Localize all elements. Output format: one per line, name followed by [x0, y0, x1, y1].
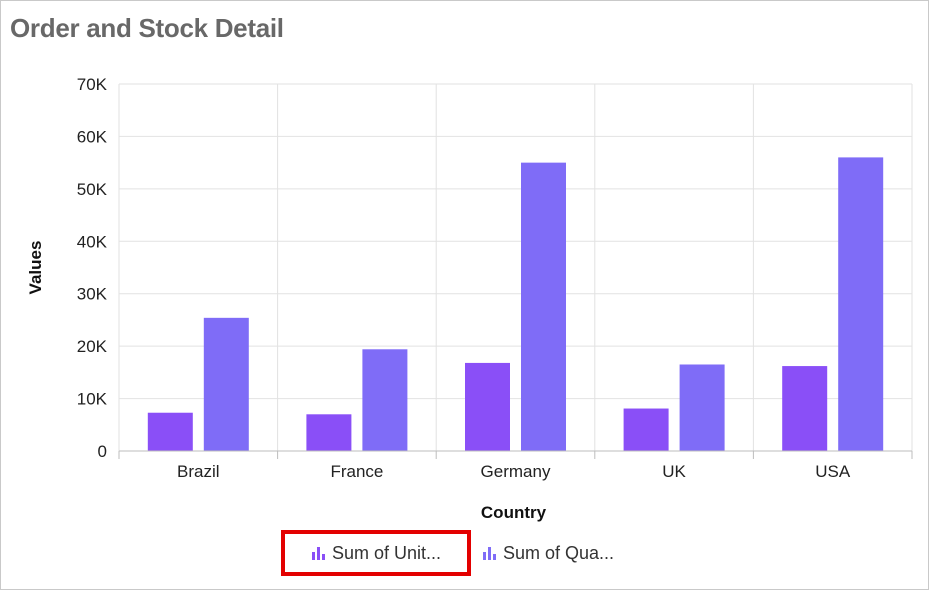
bar-usa-series-1[interactable] [782, 366, 828, 451]
y-tick-label: 30K [77, 285, 108, 304]
legend-label-unit: Sum of Unit... [332, 542, 442, 563]
y-tick-label: 40K [77, 232, 108, 251]
y-axis-title: Values [26, 241, 45, 295]
bar-germany-series-2[interactable] [521, 162, 566, 451]
legend-item-unit[interactable]: Sum of Unit... [281, 530, 471, 576]
axes [118, 450, 913, 459]
bar-brazil-series-2[interactable] [203, 317, 249, 451]
y-tick-label: 10K [77, 390, 108, 409]
y-tick-label: 50K [77, 180, 108, 199]
bar-uk-series-1[interactable] [623, 408, 669, 451]
legend-label-quantity: Sum of Qua... [503, 542, 615, 563]
x-tick-label: USA [815, 462, 851, 481]
axis-labels: 0 10K 20K 30K 40K 50K 60K 70K Brazil France German… [26, 75, 851, 522]
legend: Sum of Unit... Sum of Qua... [281, 526, 614, 580]
bar-france-series-2[interactable] [362, 349, 408, 451]
y-tick-label: 0 [98, 442, 107, 461]
legend-item-quantity[interactable]: Sum of Qua... [481, 543, 614, 564]
x-tick-label: Germany [481, 462, 551, 481]
y-tick-label: 60K [77, 127, 108, 146]
x-axis-title: Country [481, 503, 547, 522]
bar-brazil-series-1[interactable] [147, 412, 193, 451]
grid-lines [118, 83, 913, 452]
bar-germany-series-1[interactable] [465, 362, 510, 451]
x-tick-label: UK [662, 462, 686, 481]
bars [147, 157, 884, 451]
y-tick-label: 70K [77, 75, 108, 94]
bar-uk-series-2[interactable] [679, 364, 725, 451]
x-tick-label: France [330, 462, 383, 481]
x-tick-label: Brazil [177, 462, 220, 481]
bar-chart-icon [312, 547, 325, 560]
bar-usa-series-2[interactable] [838, 157, 884, 451]
chart-title: Order and Stock Detail [10, 13, 284, 43]
y-tick-label: 20K [77, 337, 108, 356]
bar-france-series-1[interactable] [306, 414, 352, 451]
bar-chart-icon [483, 547, 496, 560]
